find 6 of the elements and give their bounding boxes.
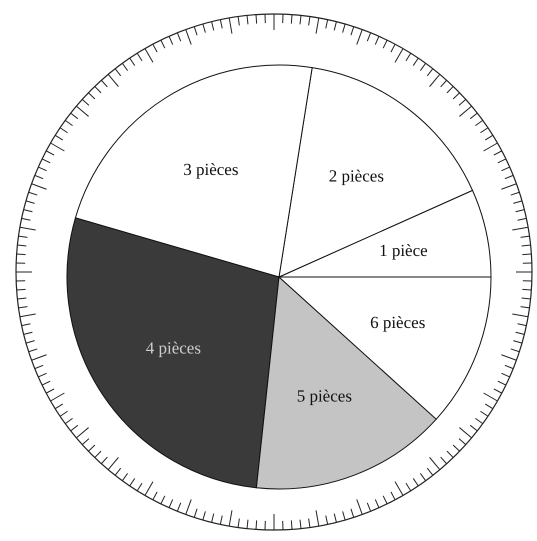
slice-label: 2 pièces (328, 166, 384, 186)
slice-label: 3 pièces (183, 160, 238, 180)
slice-label: 6 pièces (370, 313, 426, 332)
slice-label: 1 pièce (379, 240, 428, 260)
slice-label: 5 pièces (296, 386, 352, 406)
slice-label: 4 pièces (146, 338, 201, 358)
